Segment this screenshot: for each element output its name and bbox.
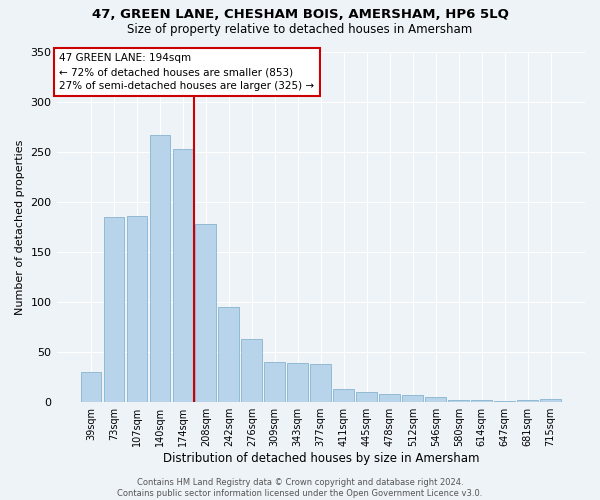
Bar	[494, 401, 515, 402]
Y-axis label: Number of detached properties: Number of detached properties	[15, 139, 25, 314]
Bar	[334, 389, 354, 402]
Bar	[104, 217, 124, 402]
Text: 47 GREEN LANE: 194sqm
← 72% of detached houses are smaller (853)
27% of semi-det: 47 GREEN LANE: 194sqm ← 72% of detached …	[59, 54, 314, 92]
Bar	[425, 397, 446, 402]
Bar	[448, 400, 469, 402]
Bar	[287, 363, 308, 402]
Bar	[472, 400, 492, 402]
Bar	[265, 362, 285, 402]
Text: Size of property relative to detached houses in Amersham: Size of property relative to detached ho…	[127, 22, 473, 36]
Bar	[80, 372, 101, 402]
X-axis label: Distribution of detached houses by size in Amersham: Distribution of detached houses by size …	[163, 452, 479, 465]
Text: 47, GREEN LANE, CHESHAM BOIS, AMERSHAM, HP6 5LQ: 47, GREEN LANE, CHESHAM BOIS, AMERSHAM, …	[92, 8, 508, 20]
Bar	[149, 134, 170, 402]
Bar	[241, 339, 262, 402]
Bar	[403, 395, 423, 402]
Bar	[310, 364, 331, 402]
Bar	[218, 307, 239, 402]
Bar	[356, 392, 377, 402]
Bar	[127, 216, 147, 402]
Bar	[379, 394, 400, 402]
Bar	[173, 148, 193, 402]
Bar	[517, 400, 538, 402]
Text: Contains HM Land Registry data © Crown copyright and database right 2024.
Contai: Contains HM Land Registry data © Crown c…	[118, 478, 482, 498]
Bar	[196, 224, 216, 402]
Bar	[540, 399, 561, 402]
